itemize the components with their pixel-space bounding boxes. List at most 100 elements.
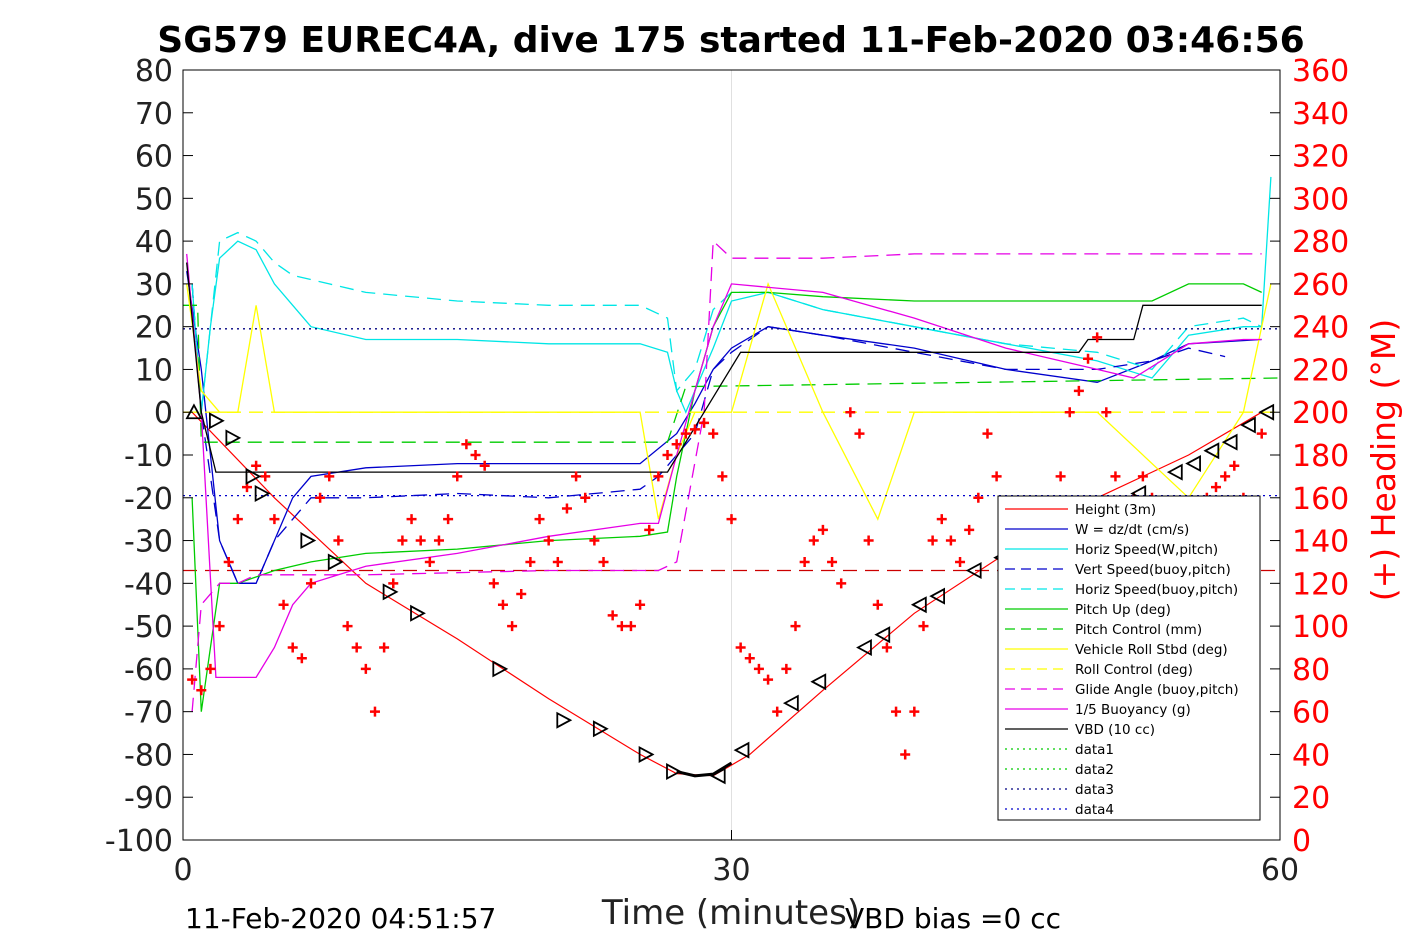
heading-point (497, 599, 508, 610)
left-tick-label: -90 (124, 781, 173, 816)
footer-timestamp: 11-Feb-2020 04:51:57 (185, 902, 496, 935)
legend-item-label: Horiz Speed(buoy,pitch) (1075, 582, 1238, 598)
heading-point (525, 556, 536, 567)
depth-marker (965, 561, 982, 580)
heading-point (214, 621, 225, 632)
heading-point (351, 642, 362, 653)
depth-marker (225, 429, 242, 447)
right-tick-label: 280 (1292, 225, 1349, 260)
heading-point (205, 663, 216, 674)
heading-point (881, 642, 892, 653)
heading-point (845, 407, 856, 418)
heading-point (763, 674, 774, 685)
heading-point (433, 535, 444, 546)
heading-point (671, 439, 682, 450)
heading-point (808, 535, 819, 546)
heading-point (461, 439, 472, 450)
left-tick-label: -70 (124, 696, 173, 731)
left-tick-label: -100 (105, 824, 173, 859)
heading-point (991, 471, 1002, 482)
legend-item-label: Pitch Control (mm) (1075, 622, 1202, 638)
depth-marker (382, 583, 399, 601)
heading-point (735, 642, 746, 653)
right-tick-label: 320 (1292, 140, 1349, 175)
x-tick-label: 30 (712, 853, 750, 888)
left-tick-label: 40 (135, 225, 173, 260)
heading-point (1083, 353, 1094, 364)
right-tick-label: 20 (1292, 781, 1330, 816)
depth-marker (733, 741, 750, 759)
series-line-7 (186, 281, 1272, 521)
heading-point (479, 460, 490, 471)
legend-item-label: Glide Angle (buoy,pitch) (1075, 682, 1239, 698)
heading-point (863, 535, 874, 546)
heading-point (1220, 471, 1231, 482)
left-axis: 80 70 60 50 40 30 20 10 0 -10 -20 -30 -40 -50 -60 -70 -8… (105, 54, 193, 859)
right-tick-label: 360 (1292, 54, 1349, 89)
heading-point (324, 471, 335, 482)
right-tick-label: 240 (1292, 311, 1349, 346)
heading-point (296, 653, 307, 664)
right-tick-label: 300 (1292, 182, 1349, 217)
heading-point (589, 535, 600, 546)
depth-marker (709, 767, 726, 785)
heading-point (964, 524, 975, 535)
chart-title: SG579 EUREC4A, dive 175 started 11-Feb-2… (157, 20, 1304, 61)
left-tick-label: 20 (135, 311, 173, 346)
left-tick-label: 0 (154, 396, 173, 431)
heading-point (232, 514, 243, 525)
heading-point (708, 428, 719, 439)
left-tick-label: -40 (124, 567, 173, 602)
heading-point (790, 621, 801, 632)
left-tick-label: 80 (135, 54, 173, 89)
legend-item-label: 1/5 Buoyancy (g) (1075, 702, 1191, 718)
legend-item-label: data3 (1075, 782, 1114, 798)
depth-marker (300, 532, 317, 550)
legend-item-label: data1 (1075, 742, 1114, 758)
depth-marker (245, 467, 262, 485)
heading-point (717, 471, 728, 482)
heading-point (1092, 332, 1103, 343)
series-line-6 (183, 304, 1281, 443)
heading-point (836, 578, 847, 589)
depth-marker (856, 638, 872, 657)
heading-point (360, 663, 371, 674)
series-line-4 (191, 231, 1262, 413)
heading-point (333, 535, 344, 546)
heading-point (196, 685, 207, 696)
right-tick-label: 200 (1292, 396, 1349, 431)
series-line-10 (186, 253, 1262, 679)
heading-point (571, 471, 582, 482)
heading-point (817, 524, 828, 535)
heading-point (452, 471, 463, 482)
heading-point (415, 535, 426, 546)
x-tick-label: 60 (1261, 853, 1299, 888)
depth-marker (1203, 442, 1220, 460)
heading-point (406, 514, 417, 525)
heading-point (955, 556, 966, 567)
left-tick-label: -60 (124, 653, 173, 688)
heading-point (342, 621, 353, 632)
x-tick-label: 0 (173, 853, 192, 888)
heading-point (918, 621, 929, 632)
depth-bottom-segment (676, 761, 733, 778)
legend-item-label: data2 (1075, 762, 1114, 778)
depth-marker (782, 694, 799, 712)
left-tick-label: 50 (135, 182, 173, 217)
depth-marker (929, 587, 946, 605)
right-tick-label: 60 (1292, 696, 1330, 731)
heading-point (635, 599, 646, 610)
heading-point (552, 556, 563, 567)
right-axis: 3603403203002802602402202001801601401201… (1270, 54, 1349, 859)
depth-marker (410, 604, 426, 622)
heading-point (616, 621, 627, 632)
heading-point (607, 610, 618, 621)
heading-point (1256, 428, 1267, 439)
left-tick-label: -20 (124, 482, 173, 517)
heading-point (251, 460, 262, 471)
footer-vbd-bias: VBD bias =0 cc (845, 902, 1061, 935)
depth-marker (492, 660, 509, 678)
heading-point (369, 706, 380, 717)
heading-point (927, 535, 938, 546)
right-tick-label: 140 (1292, 525, 1349, 560)
